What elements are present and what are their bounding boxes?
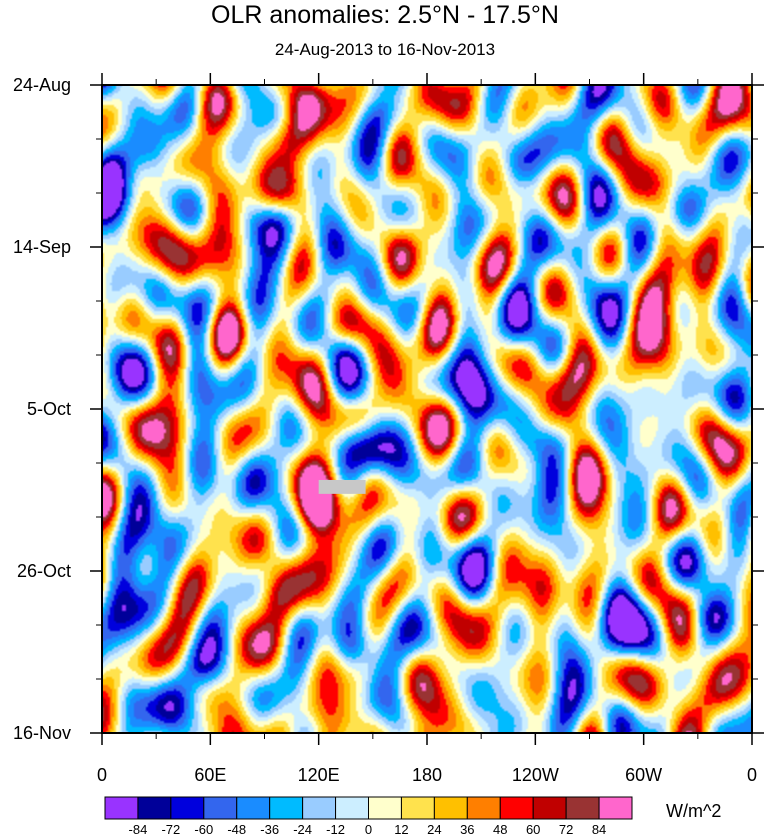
colorbar-swatch xyxy=(598,796,633,820)
x-tick-label: 0 xyxy=(747,765,757,785)
colorbar-level-label: 60 xyxy=(526,822,540,834)
colorbar-swatch xyxy=(499,796,534,820)
colorbar-swatch xyxy=(532,796,567,820)
colorbar-level-label: 84 xyxy=(592,822,606,834)
x-tick-label: 60E xyxy=(194,765,226,785)
colorbar-level-label: 36 xyxy=(460,822,474,834)
colorbar-level-label: 12 xyxy=(394,822,408,834)
chart-title: OLR anomalies: 2.5°N - 17.5°N xyxy=(211,1,559,29)
colorbar-swatch xyxy=(400,796,435,820)
y-tick-label: 5-Oct xyxy=(27,399,71,419)
x-tick-label: 0 xyxy=(97,765,107,785)
colorbar-level-label: 48 xyxy=(493,822,507,834)
colorbar-level-label: -12 xyxy=(326,822,345,834)
colorbar-swatch xyxy=(466,796,501,820)
plot-area xyxy=(102,85,752,733)
colorbar-level-label: 24 xyxy=(427,822,441,834)
colorbar-swatch xyxy=(433,796,468,820)
colorbar-level-label: -60 xyxy=(194,822,213,834)
colorbar-swatch xyxy=(170,796,205,820)
colorbar-swatch xyxy=(335,796,369,820)
axes: 0 60E 120E 180 120W 60W 0 24-Aug 14-Sep 5-Oct 26-O… xyxy=(13,73,764,785)
y-tick-label: 14-Sep xyxy=(13,237,71,257)
colorbar-level-label: -72 xyxy=(161,822,180,834)
colorbar-level-label: -48 xyxy=(227,822,246,834)
colorbar-swatch xyxy=(137,796,172,820)
y-tick-label: 16-Nov xyxy=(13,723,71,743)
colorbar-swatch xyxy=(368,796,402,820)
colorbar: -84 -72 -60 -48 -36 -24 -12 0 12 24 36 48 60 72 84 xyxy=(104,796,633,834)
colorbar-swatch xyxy=(269,796,304,820)
colorbar-swatch xyxy=(565,796,600,820)
colorbar-level-label: -24 xyxy=(293,822,312,834)
x-tick-label: 120W xyxy=(512,765,559,785)
chart-subtitle: 24-Aug-2013 to 16-Nov-2013 xyxy=(274,40,496,59)
colorbar-level-label: -36 xyxy=(260,822,279,834)
colorbar-swatch xyxy=(302,796,337,820)
colorbar-units: W/m^2 xyxy=(666,801,722,821)
colorbar-level-label: -84 xyxy=(129,822,148,834)
colorbar-swatch xyxy=(203,796,238,820)
x-tick-label: 180 xyxy=(412,765,442,785)
colorbar-level-label: 72 xyxy=(559,822,573,834)
colorbar-swatch xyxy=(236,796,271,820)
y-tick-label: 26-Oct xyxy=(17,561,71,581)
missing-data-patch xyxy=(318,479,366,494)
colorbar-level-label: 0 xyxy=(365,822,372,834)
x-tick-label: 60W xyxy=(625,765,662,785)
heatmap-field xyxy=(102,85,752,733)
y-tick-label: 24-Aug xyxy=(13,75,71,95)
x-tick-label: 120E xyxy=(298,765,340,785)
colorbar-swatch xyxy=(104,796,139,820)
